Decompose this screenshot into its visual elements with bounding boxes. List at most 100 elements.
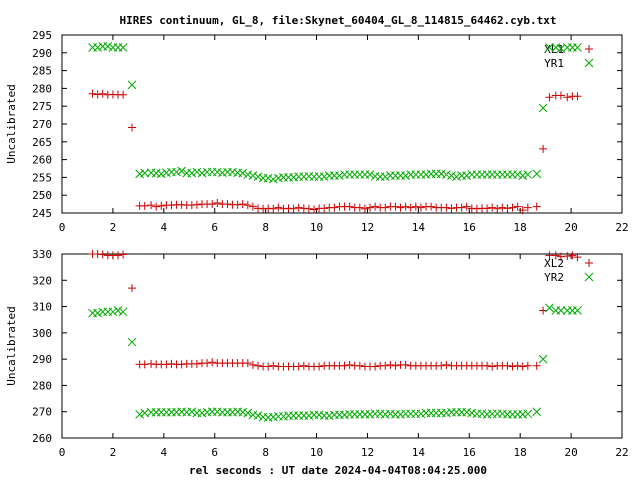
- x-tick-label: 16: [463, 446, 476, 459]
- data-point-yr1: [518, 171, 528, 180]
- legend-label: YR1: [544, 57, 564, 70]
- data-point-xl2: [93, 250, 102, 258]
- data-point-yr2: [113, 306, 123, 315]
- data-point-xl1: [128, 123, 136, 132]
- data-point-yr2: [545, 303, 554, 313]
- data-point-xl2: [294, 362, 303, 371]
- data-point-xl1: [233, 200, 242, 209]
- data-point-xl1: [157, 201, 166, 210]
- data-point-xl1: [483, 204, 492, 213]
- data-point-xl1: [243, 201, 252, 210]
- x-tick-label: 10: [310, 446, 323, 459]
- data-point-yr1: [551, 43, 561, 52]
- data-point-xl1: [304, 204, 313, 213]
- data-point-xl2: [243, 359, 252, 368]
- data-point-xl1: [98, 89, 107, 98]
- data-point-yr1: [380, 172, 390, 182]
- y-tick-label: 270: [32, 406, 52, 419]
- data-point-xl1: [355, 203, 364, 212]
- x-tick-label: 12: [361, 221, 374, 234]
- data-point-xl1: [498, 203, 507, 212]
- x-tick-label: 6: [211, 446, 218, 459]
- x-tick-label: 8: [262, 221, 269, 234]
- data-point-xl1: [208, 200, 217, 209]
- x-tick-label: 4: [161, 446, 168, 459]
- data-point-xl2: [355, 361, 364, 370]
- legend-label: YR2: [544, 271, 564, 284]
- data-point-xl2: [340, 361, 349, 370]
- data-point-yr2: [532, 407, 542, 417]
- y-axis-label: Uncalibrated: [5, 84, 18, 163]
- data-point-xl2: [345, 360, 354, 369]
- data-point-yr1: [401, 171, 410, 180]
- plot-frame: [61, 34, 623, 214]
- legend-marker: [585, 45, 593, 53]
- data-point-xl1: [488, 203, 497, 212]
- data-point-xl1: [523, 203, 532, 212]
- data-point-xl1: [248, 202, 257, 211]
- data-point-xl1: [330, 203, 339, 212]
- data-point-xl2: [315, 362, 324, 371]
- x-tick-label: 16: [463, 221, 476, 234]
- y-tick-label: 250: [32, 189, 52, 202]
- y-tick-label: 290: [32, 47, 52, 60]
- data-point-xl1: [442, 203, 451, 212]
- data-point-xl1: [93, 90, 102, 99]
- data-point-yr1: [177, 166, 186, 176]
- data-point-yr1: [263, 173, 273, 183]
- data-point-xl2: [162, 360, 171, 369]
- data-point-xl1: [360, 204, 369, 213]
- data-point-xl2: [401, 360, 410, 369]
- data-point-yr1: [462, 171, 472, 180]
- data-point-yr2: [187, 407, 197, 417]
- data-point-xl1: [366, 203, 374, 212]
- data-point-xl1: [269, 204, 278, 213]
- data-point-xl1: [396, 203, 405, 212]
- y-tick-label: 280: [32, 379, 52, 392]
- data-point-xl1: [503, 204, 512, 213]
- data-point-yr1: [365, 170, 375, 179]
- y-tick-label: 260: [32, 432, 52, 445]
- x-tick-label: 18: [514, 221, 527, 234]
- data-point-yr1: [268, 174, 278, 184]
- data-point-xl2: [523, 361, 532, 370]
- data-point-xl2: [539, 306, 548, 315]
- data-point-yr1: [319, 172, 329, 182]
- data-point-yr1: [545, 43, 554, 52]
- data-point-xl2: [128, 284, 136, 293]
- data-point-xl2: [503, 361, 512, 370]
- data-point-yr1: [248, 171, 258, 180]
- data-point-xl2: [140, 360, 149, 369]
- data-point-yr1: [447, 171, 456, 180]
- data-point-xl1: [152, 202, 161, 211]
- data-point-yr1: [118, 43, 128, 52]
- data-point-xl2: [264, 362, 273, 371]
- data-point-yr2: [538, 354, 548, 364]
- data-point-xl2: [551, 251, 560, 260]
- y-tick-label: 295: [32, 29, 52, 42]
- y-tick-label: 270: [32, 118, 52, 131]
- data-point-yr1: [238, 168, 248, 178]
- data-point-yr1: [253, 172, 263, 182]
- x-tick-label: 4: [161, 221, 168, 234]
- x-tick-label: 12: [361, 446, 374, 459]
- data-point-yr1: [442, 170, 451, 179]
- data-point-yr1: [452, 172, 461, 182]
- y-tick-label: 260: [32, 154, 52, 167]
- data-point-xl1: [140, 201, 149, 210]
- data-point-xl1: [457, 203, 466, 212]
- x-tick-label: 20: [564, 446, 577, 459]
- y-tick-label: 290: [32, 353, 52, 366]
- x-tick-label: 2: [110, 221, 117, 234]
- data-point-xl1: [310, 205, 318, 214]
- data-point-xl2: [269, 361, 278, 370]
- data-point-xl1: [427, 202, 436, 211]
- y-tick-label: 280: [32, 82, 52, 95]
- upper-plot: 0 2 4 6 8 10 12 14 16 18 20 22 245 250 255 260 265 270 275…: [5, 29, 629, 234]
- data-point-yr2: [118, 307, 128, 317]
- x-tick-label: 22: [615, 446, 628, 459]
- data-point-xl1: [345, 202, 354, 211]
- data-point-yr1: [243, 170, 253, 179]
- x-tick-label: 22: [615, 221, 628, 234]
- data-point-xl1: [401, 202, 410, 211]
